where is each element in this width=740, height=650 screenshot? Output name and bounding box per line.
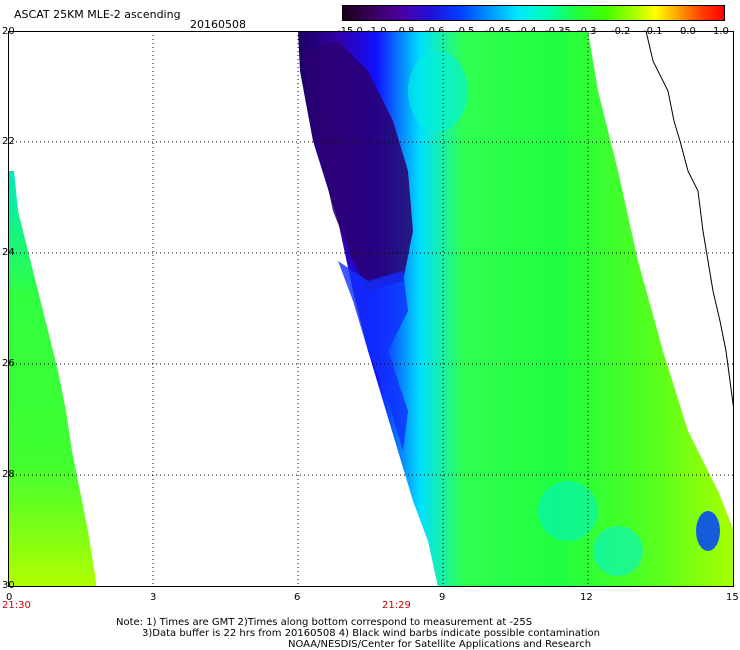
coastline [645, 31, 734, 412]
y-tick-label: 26 [2, 358, 15, 369]
x-tick-label: 15 [726, 592, 739, 603]
y-tick-label: 24 [2, 247, 15, 258]
y-tick-label: 22 [2, 136, 15, 147]
swath-map [8, 31, 734, 587]
x-tick-label: 9 [439, 592, 446, 603]
x-tick-label: 3 [150, 592, 157, 603]
footer-credit: NOAA/NESDIS/Center for Satellite Applica… [288, 639, 592, 650]
main-swath [298, 31, 734, 587]
y-tick-label: 20 [2, 26, 15, 37]
time-label: 21:29 [382, 600, 411, 611]
plot-date: 20160508 [190, 18, 246, 31]
y-tick-label: 30 [2, 580, 15, 591]
x-tick-label: 0 [6, 592, 13, 603]
x-tick-label: 6 [294, 592, 301, 603]
footer-note-1: Note: 1) Times are GMT 2)Times along bot… [116, 617, 533, 628]
plot-title: ASCAT 25KM MLE-2 ascending [14, 8, 181, 21]
footer-note-2: 3)Data buffer is 22 hrs from 20160508 4)… [142, 628, 600, 639]
map-frame [8, 31, 734, 587]
y-tick-label: 28 [2, 469, 15, 480]
grid [8, 31, 734, 587]
x-tick-label: 12 [580, 592, 593, 603]
time-label: 21:30 [2, 600, 31, 611]
colorbar [342, 5, 725, 21]
left-swath [8, 171, 96, 587]
